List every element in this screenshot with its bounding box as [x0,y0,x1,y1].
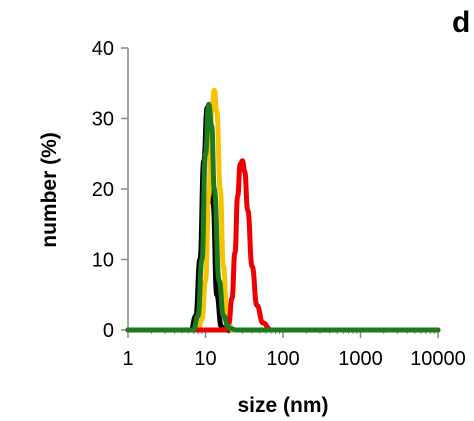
x-tick-label: 1 [122,348,133,370]
x-tick-label: 10000 [410,348,466,370]
panel-label: d [452,6,470,39]
x-axis-title: size (nm) [237,394,328,417]
y-tick-label: 10 [92,250,114,272]
series-line-0 [125,105,441,333]
y-axis: 0 10 20 30 40 [92,38,129,342]
series-layer [125,87,441,333]
x-tick-label: 100 [266,348,299,370]
x-tick-label: 1000 [338,348,383,370]
y-tick-label: 0 [103,320,114,342]
y-tick-label: 30 [92,109,114,131]
y-tick-label: 40 [92,38,114,60]
x-axis: 1 10 100 1000 10000 [122,329,466,370]
series-line-2 [125,158,441,333]
y-tick-label: 20 [92,179,114,201]
series-line-1 [125,87,441,333]
series-line-3 [125,101,441,333]
y-axis-title: number (%) [38,132,61,248]
x-tick-label: 10 [194,348,216,370]
